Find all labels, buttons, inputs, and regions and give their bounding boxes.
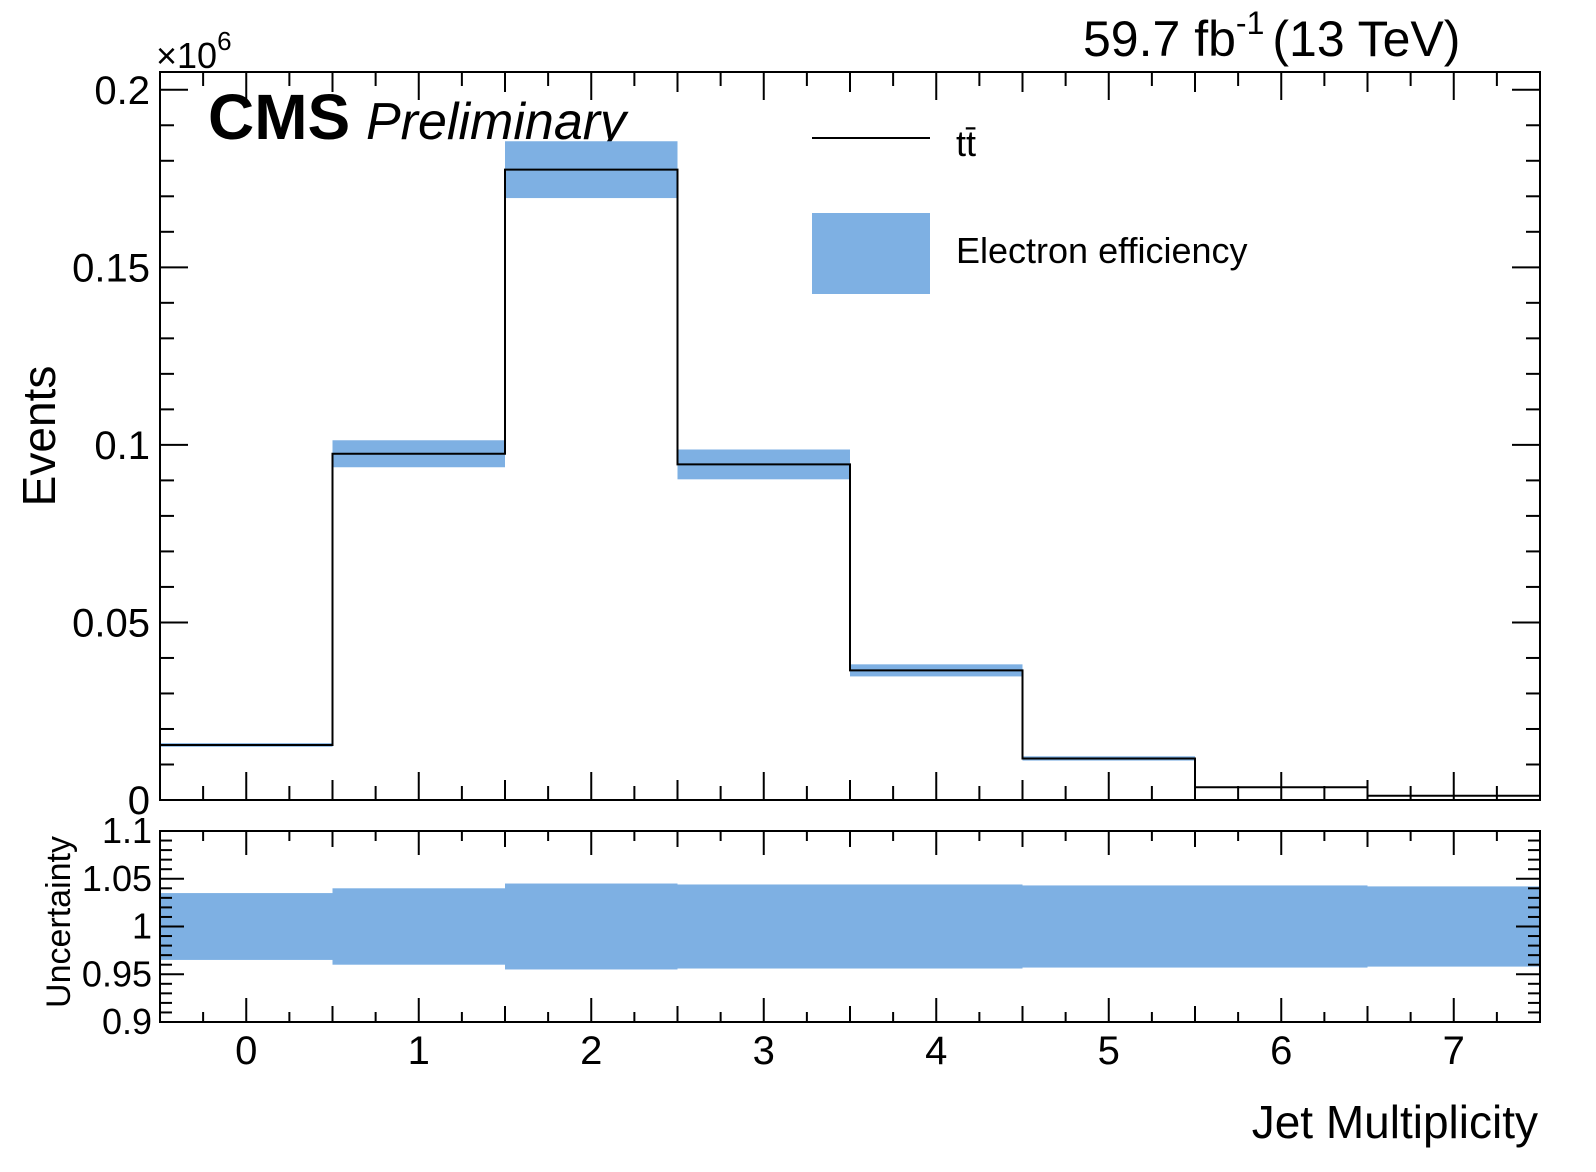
y-multiplier-base: ×10 bbox=[156, 35, 217, 76]
main-y-tick-label: 0.15 bbox=[72, 246, 150, 290]
ratio-band-bin-3 bbox=[677, 884, 850, 969]
y-multiplier: ×106 bbox=[156, 26, 232, 76]
ratio-y-tick-label: 1.1 bbox=[102, 810, 152, 851]
ratio-y-tick-labels: 0.9 0.95 1 1.05 1.1 bbox=[82, 810, 152, 1042]
x-axis-title: Jet Multiplicity bbox=[1252, 1096, 1538, 1148]
lumi-value: 59.7 fb bbox=[1083, 11, 1236, 67]
legend: tt̄ Electron efficiency bbox=[812, 123, 1247, 294]
ratio-uncertainty-bands bbox=[160, 883, 1540, 970]
ratio-band-bin-0 bbox=[160, 893, 333, 960]
ratio-band-bin-2 bbox=[505, 883, 678, 970]
y-multiplier-exponent: 6 bbox=[217, 26, 231, 56]
main-plot-frame bbox=[159, 71, 1541, 801]
cms-label: CMS bbox=[208, 81, 350, 153]
x-tick-label: 1 bbox=[408, 1029, 430, 1073]
main-y-tick-labels: 0 0.05 0.1 0.15 0.2 bbox=[72, 69, 150, 823]
main-y-tick-label: 0.2 bbox=[94, 69, 150, 113]
ratio-axis-ticks bbox=[160, 830, 1540, 1023]
ratio-y-tick-label: 0.9 bbox=[102, 1001, 152, 1042]
x-tick-label: 0 bbox=[235, 1029, 257, 1073]
x-tick-labels: 0 1 2 3 4 5 6 7 bbox=[235, 1029, 1465, 1073]
main-y-tick-label: 0.1 bbox=[94, 424, 150, 468]
ratio-y-tick-label: 0.95 bbox=[82, 953, 152, 994]
lumi-exponent: -1 bbox=[1236, 5, 1264, 41]
legend-entry-ttbar: tt̄ bbox=[956, 123, 976, 164]
ratio-band-bin-4 bbox=[850, 884, 1023, 969]
ratio-band-bin-1 bbox=[332, 888, 505, 965]
ratio-band-bin-6 bbox=[1195, 885, 1368, 968]
main-axis-ticks bbox=[160, 72, 1540, 801]
main-y-tick-label: 0 bbox=[128, 779, 150, 823]
ratio-plot-frame bbox=[159, 830, 1541, 1023]
x-tick-label: 7 bbox=[1443, 1029, 1465, 1073]
ratio-y-tick-label: 1 bbox=[132, 906, 152, 947]
ratio-y-axis-title: Uncertainty bbox=[40, 836, 78, 1008]
legend-band-swatch bbox=[812, 213, 930, 294]
ratio-band-bin-7 bbox=[1367, 886, 1540, 967]
x-tick-label: 6 bbox=[1270, 1029, 1292, 1073]
main-y-tick-label: 0.05 bbox=[72, 601, 150, 645]
lumi-energy: (13 TeV) bbox=[1272, 11, 1460, 67]
x-tick-label: 4 bbox=[925, 1029, 947, 1073]
ratio-y-tick-label: 1.05 bbox=[82, 858, 152, 899]
legend-entry-electron-efficiency: Electron efficiency bbox=[956, 230, 1247, 271]
x-tick-label: 3 bbox=[753, 1029, 775, 1073]
x-tick-label: 2 bbox=[580, 1029, 602, 1073]
lumi-label: 59.7 fb-1 (13 TeV) bbox=[1083, 5, 1460, 67]
x-tick-label: 5 bbox=[1098, 1029, 1120, 1073]
main-y-axis-title: Events bbox=[13, 366, 65, 507]
ratio-band-bin-5 bbox=[1022, 885, 1195, 968]
